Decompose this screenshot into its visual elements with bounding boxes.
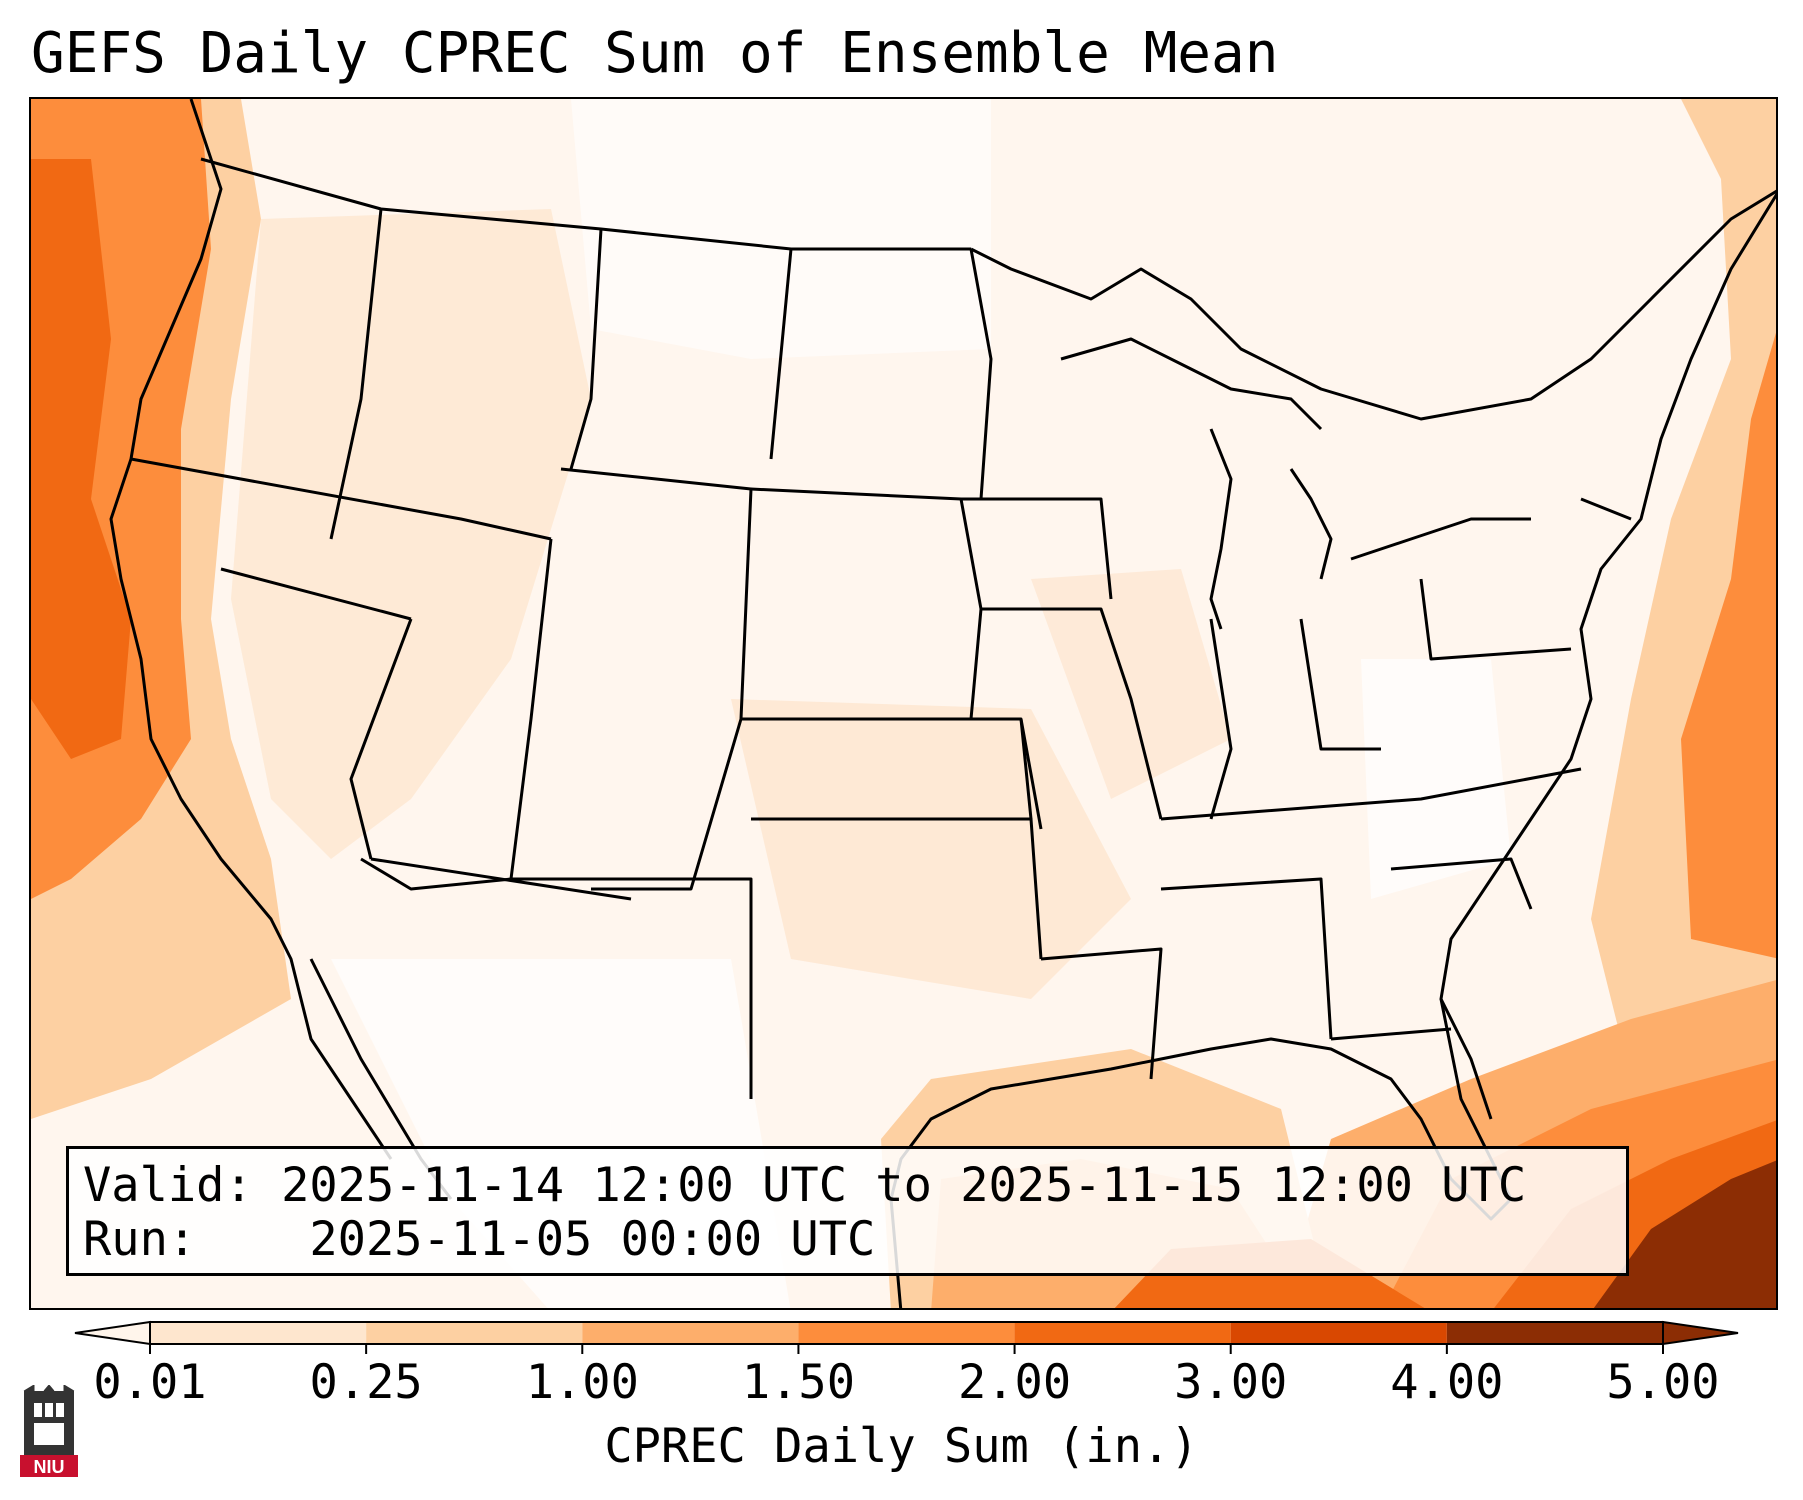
colorbar-ticks	[149, 1344, 1664, 1354]
colorbar-segment	[366, 1322, 583, 1344]
colorbar-tick-label: 5.00	[1606, 1355, 1720, 1410]
colorbar-segment	[798, 1322, 1015, 1344]
state-line-9	[511, 877, 753, 1099]
field-carolinas-white	[1361, 659, 1511, 899]
colorbar-tick-label: 4.00	[1390, 1355, 1504, 1410]
state-line-12	[961, 497, 1113, 600]
field-atlantic-mid	[1681, 332, 1776, 959]
canada-border-east	[970, 189, 1776, 421]
state-line-22	[329, 208, 383, 540]
state-line-20	[1330, 1027, 1452, 1041]
field-plains-white	[571, 99, 991, 359]
state-line-7	[750, 487, 983, 720]
colorbar-segment	[582, 1322, 799, 1344]
colorbar-segment	[1014, 1322, 1231, 1344]
run-value: 2025-11-05 00:00 UTC	[309, 1212, 876, 1267]
colorbar-segment	[150, 1322, 367, 1344]
field-caribbean-darkest	[1593, 1160, 1776, 1308]
colorbar-tick-label: 2.00	[957, 1355, 1072, 1410]
colorbar-tick-label: 3.00	[1174, 1355, 1288, 1410]
lake-huron	[1289, 468, 1333, 580]
colorbar	[74, 1320, 1739, 1354]
colorbar-tick-label: 1.00	[525, 1355, 639, 1410]
field-midwest-light	[1031, 569, 1231, 799]
logo-text: NIU	[34, 1457, 65, 1477]
state-line-14	[1160, 767, 1582, 821]
colorbar-extend-low	[74, 1320, 151, 1346]
colorbar-tick-label: 0.25	[309, 1355, 423, 1410]
colorbar-outline	[149, 1321, 1664, 1345]
precipitation-map	[29, 97, 1778, 1310]
field-pacific-deep	[31, 159, 131, 759]
colorbar-segment	[1446, 1322, 1663, 1344]
valid-run-info-box: Valid: 2025-11-14 12:00 UTC to 2025-11-1…	[66, 1146, 1629, 1276]
state-line-18	[1299, 618, 1381, 751]
precipitation-fields	[31, 99, 1776, 1308]
colorbar-extend-high	[1662, 1320, 1739, 1346]
state-line-24	[769, 248, 793, 460]
map-canvas	[31, 99, 1776, 1308]
run-label: Run:	[83, 1212, 197, 1267]
state-line-2	[349, 618, 413, 860]
valid-value: 2025-11-14 12:00 UTC to 2025-11-15 12:00…	[281, 1158, 1527, 1213]
state-line-15	[1040, 947, 1163, 1080]
lake-erie-ontario	[1350, 517, 1531, 561]
colorbar-tick-label: 0.01	[93, 1355, 207, 1410]
field-west-light	[231, 209, 591, 859]
state-line-23	[569, 228, 603, 470]
valid-label: Valid:	[83, 1158, 253, 1213]
state-line-17	[1209, 618, 1233, 820]
lake-michigan	[1209, 428, 1233, 630]
east-coastline	[1439, 192, 1776, 1120]
state-line-5	[370, 857, 632, 901]
lake-superior	[1060, 337, 1323, 431]
state-line-11	[1019, 718, 1033, 820]
state-line-1	[130, 457, 552, 541]
state-line-3	[220, 567, 412, 621]
colorbar-segment	[1230, 1322, 1447, 1344]
state-line-13	[981, 607, 1163, 820]
state-line-19	[1419, 578, 1572, 661]
state-line-25	[969, 248, 993, 500]
chart-title: GEFS Daily CPREC Sum of Ensemble Mean	[31, 21, 1279, 86]
state-line-16	[1160, 877, 1333, 1040]
state-line-21	[1390, 857, 1533, 910]
boundaries	[109, 99, 1776, 1308]
west-coastline	[109, 99, 393, 1160]
university-tower-icon: NIU	[20, 1385, 78, 1477]
state-line-26	[1580, 497, 1632, 521]
colorbar-tick-label: 1.50	[741, 1355, 856, 1410]
colorbar-segments	[74, 1320, 1739, 1346]
colorbar-axis-label: CPREC Daily Sum (in.)	[604, 1419, 1199, 1474]
